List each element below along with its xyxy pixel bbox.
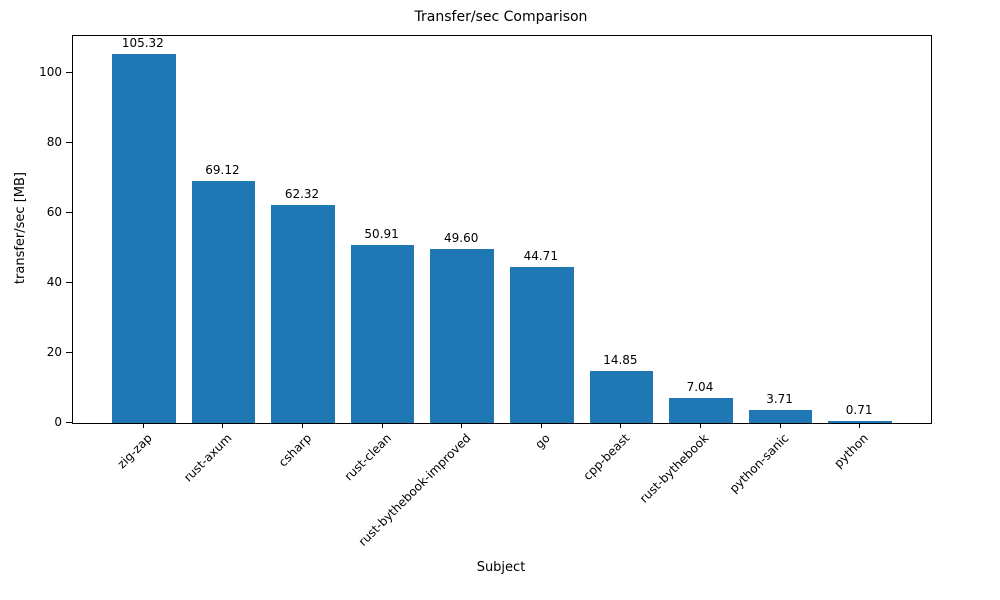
y-tick-label: 100	[39, 65, 62, 80]
y-tick-label: 40	[46, 275, 62, 290]
bar-value-label: 69.12	[205, 163, 240, 178]
y-tick-label: 0	[54, 415, 62, 429]
x-tick-label-text: zig-zap	[114, 431, 155, 472]
bar-value-label: 44.71	[523, 248, 558, 263]
x-tick-mark	[461, 423, 463, 428]
x-tick-mark	[381, 423, 383, 428]
y-tick-mark	[66, 142, 72, 144]
y-tick-mark	[66, 352, 72, 354]
x-tick-mark	[620, 423, 622, 428]
x-tick-label-text: python-sanic	[726, 431, 792, 496]
bar	[112, 54, 176, 423]
y-tick-mark	[66, 72, 72, 74]
bar	[828, 420, 892, 423]
x-axis-label: Subject	[476, 560, 526, 575]
bar	[430, 249, 495, 423]
y-tick-mark	[66, 422, 72, 423]
x-tick-mark	[302, 423, 304, 428]
plot-area	[72, 35, 932, 424]
y-tick-label: 20	[46, 345, 62, 360]
bar-value-label: 3.71	[766, 392, 793, 407]
bar-value-label: 105.32	[121, 36, 164, 51]
bar-value-label: 50.91	[364, 226, 399, 241]
x-tick-mark	[859, 423, 861, 428]
bar	[589, 371, 654, 423]
x-tick-mark	[779, 423, 781, 428]
x-tick-label-text: go	[532, 431, 553, 452]
x-tick-mark	[540, 423, 542, 428]
bar-value-label: 0.71	[845, 402, 873, 417]
x-tick-mark	[142, 423, 144, 428]
bar	[748, 410, 813, 423]
x-tick-mark	[222, 423, 224, 428]
y-tick-mark	[66, 282, 72, 284]
y-tick-label: 60	[46, 205, 62, 220]
bar	[271, 204, 335, 423]
x-tick-label-text: python	[831, 431, 872, 471]
bar	[509, 266, 574, 423]
x-tick-label-text: rust-clean	[341, 431, 394, 484]
x-tick-label-text: cpp-beast	[580, 431, 633, 483]
y-tick-label: 80	[46, 135, 62, 150]
bar-value-label: 62.32	[284, 186, 320, 201]
x-tick-label-text: rust-bythebook	[637, 431, 712, 506]
y-axis-label-text: transfer/sec [MB]	[12, 172, 28, 285]
bar	[191, 181, 256, 423]
y-axis-label: transfer/sec [MB]	[10, 35, 30, 422]
bar-value-label: 49.60	[444, 231, 479, 246]
chart-title: Transfer/sec Comparison	[414, 9, 588, 25]
bar-value-label: 14.85	[603, 353, 638, 368]
bar	[669, 398, 733, 423]
x-tick-label-text: rust-axum	[180, 431, 235, 485]
bar	[350, 244, 415, 423]
y-tick-mark	[66, 212, 72, 214]
bar-value-label: 7.04	[686, 380, 714, 395]
x-tick-mark	[699, 423, 701, 428]
x-tick-label-text: csharp	[275, 431, 314, 470]
